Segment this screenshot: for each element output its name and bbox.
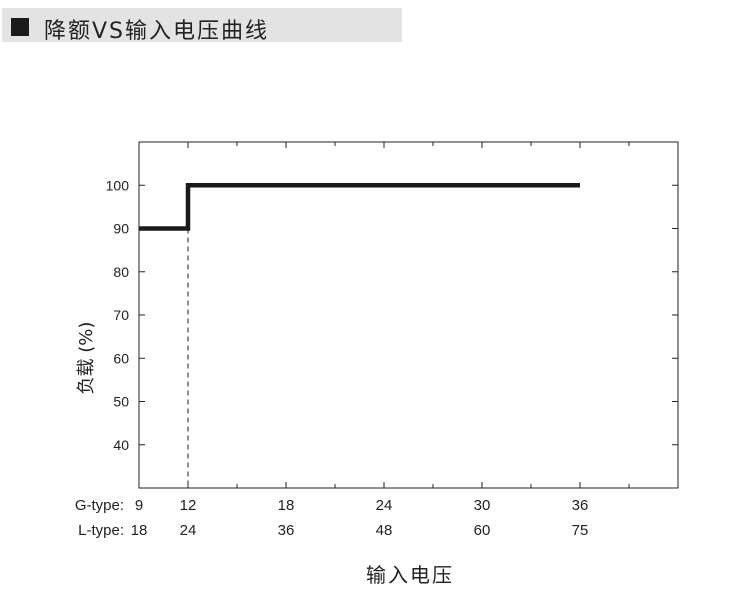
header-square-icon: [11, 18, 29, 36]
y-tick-label: 100: [106, 177, 130, 193]
x-tick-label: 30: [474, 497, 491, 514]
x-tick-label: 75: [572, 522, 589, 539]
x-tick-label: 24: [180, 522, 197, 539]
x-tick-label: 36: [278, 522, 295, 539]
y-tick-label: 70: [113, 307, 129, 323]
header-bar: [2, 8, 402, 42]
x-tick-label: 18: [131, 522, 148, 539]
x-tick-label: 18: [278, 497, 295, 514]
x-row-label: G-type:: [75, 497, 124, 514]
plot-frame: [138, 141, 679, 489]
series-line-0: [139, 183, 580, 231]
x-tick-label: 60: [474, 522, 491, 539]
y-tick-label: 40: [113, 437, 129, 453]
x-axis-label: 输入电压: [366, 563, 454, 587]
x-row-label: L-type:: [78, 522, 124, 539]
x-tick-label: 48: [376, 522, 393, 539]
x-tick-label: 12: [180, 497, 197, 514]
chart-section-title: 降额VS输入电压曲线: [44, 19, 270, 44]
x-tick-label: 9: [135, 497, 143, 514]
y-tick-label: 90: [113, 221, 129, 237]
y-tick-label: 80: [113, 264, 129, 280]
y-tick-label: 50: [113, 394, 129, 410]
x-tick-label: 36: [572, 497, 589, 514]
y-axis-label: 负载 (%): [76, 322, 97, 395]
y-tick-label: 60: [113, 350, 129, 366]
x-tick-label: 24: [376, 497, 393, 514]
